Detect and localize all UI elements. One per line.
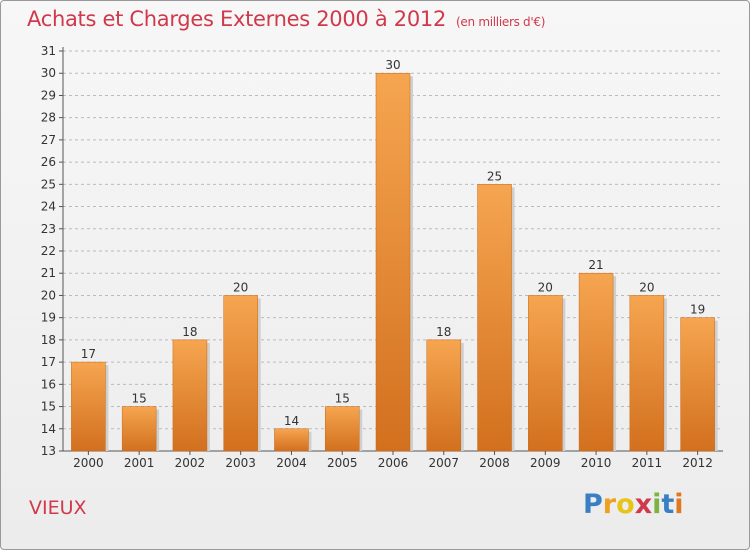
logo-letter: P bbox=[583, 489, 603, 520]
bar-value-label: 14 bbox=[284, 414, 299, 428]
bar bbox=[324, 406, 360, 452]
y-tick-label: 23 bbox=[41, 222, 56, 236]
logo-letter: t bbox=[661, 489, 675, 520]
bar bbox=[477, 184, 512, 452]
bar-value-label: 15 bbox=[132, 392, 147, 406]
logo-letter: i bbox=[652, 489, 662, 520]
bar-value-label: 18 bbox=[436, 325, 451, 339]
bar-value-label: 20 bbox=[233, 280, 248, 294]
bar bbox=[223, 295, 258, 452]
logo-letter: x bbox=[634, 489, 653, 520]
logo-letter: o bbox=[616, 489, 635, 520]
x-tick-label: 2000 bbox=[73, 456, 104, 470]
bar bbox=[528, 295, 563, 452]
y-tick-label: 17 bbox=[41, 355, 56, 369]
y-tick-label: 31 bbox=[41, 44, 56, 58]
x-tick-label: 2009 bbox=[530, 456, 561, 470]
y-tick-label: 24 bbox=[41, 200, 56, 214]
y-tick-label: 26 bbox=[41, 155, 56, 169]
x-tick-label: 2011 bbox=[632, 456, 663, 470]
bar bbox=[71, 361, 106, 452]
x-tick-label: 2012 bbox=[682, 456, 713, 470]
commune-name: VIEUX bbox=[29, 497, 87, 519]
logo-letter: i bbox=[674, 489, 684, 520]
y-tick-label: 15 bbox=[41, 400, 56, 414]
logo-letter: r bbox=[602, 489, 617, 520]
bar-value-label: 20 bbox=[538, 280, 553, 294]
x-tick-label: 2003 bbox=[225, 456, 256, 470]
x-tick-label: 2002 bbox=[175, 456, 206, 470]
x-tick-label: 2007 bbox=[428, 456, 459, 470]
bar bbox=[274, 428, 309, 452]
chart-title-text: Achats et Charges Externes 2000 à 2012 bbox=[27, 7, 447, 31]
bar bbox=[578, 272, 614, 452]
x-tick-label: 2008 bbox=[479, 456, 510, 470]
bar bbox=[172, 339, 208, 452]
y-tick-label: 22 bbox=[41, 244, 56, 258]
bar-value-label: 21 bbox=[588, 258, 603, 272]
bar bbox=[121, 406, 157, 452]
y-tick-label: 28 bbox=[41, 111, 56, 125]
y-tick-label: 29 bbox=[41, 88, 56, 102]
bar bbox=[426, 339, 462, 452]
y-tick-label: 14 bbox=[41, 422, 56, 436]
y-tick-label: 30 bbox=[41, 66, 56, 80]
bar-value-label: 19 bbox=[690, 303, 705, 317]
y-tick-label: 21 bbox=[41, 266, 56, 280]
bar bbox=[629, 295, 665, 452]
x-tick-label: 2001 bbox=[124, 456, 155, 470]
y-tick-label: 18 bbox=[41, 333, 56, 347]
y-tick-label: 20 bbox=[41, 288, 56, 302]
y-tick-label: 27 bbox=[41, 133, 56, 147]
bar bbox=[680, 317, 715, 452]
bar-value-label: 15 bbox=[335, 392, 350, 406]
bar-value-label: 30 bbox=[385, 58, 400, 72]
y-tick-label: 25 bbox=[41, 177, 56, 191]
x-tick-label: 2004 bbox=[276, 456, 307, 470]
x-tick-label: 2010 bbox=[581, 456, 612, 470]
bar-value-label: 25 bbox=[487, 169, 502, 183]
bar-value-label: 17 bbox=[81, 347, 96, 361]
x-tick-label: 2005 bbox=[327, 456, 358, 470]
bar-value-label: 18 bbox=[182, 325, 197, 339]
chart-title: Achats et Charges Externes 2000 à 2012 (e… bbox=[27, 7, 545, 31]
y-tick-label: 13 bbox=[41, 444, 56, 458]
bar-value-label: 20 bbox=[639, 280, 654, 294]
bar bbox=[375, 72, 411, 452]
y-tick-label: 16 bbox=[41, 377, 56, 391]
x-tick-label: 2006 bbox=[378, 456, 409, 470]
y-tick-label: 19 bbox=[41, 311, 56, 325]
proxiti-logo: Proxiti bbox=[583, 489, 684, 520]
chart-subtitle: (en milliers d'€) bbox=[456, 15, 546, 29]
